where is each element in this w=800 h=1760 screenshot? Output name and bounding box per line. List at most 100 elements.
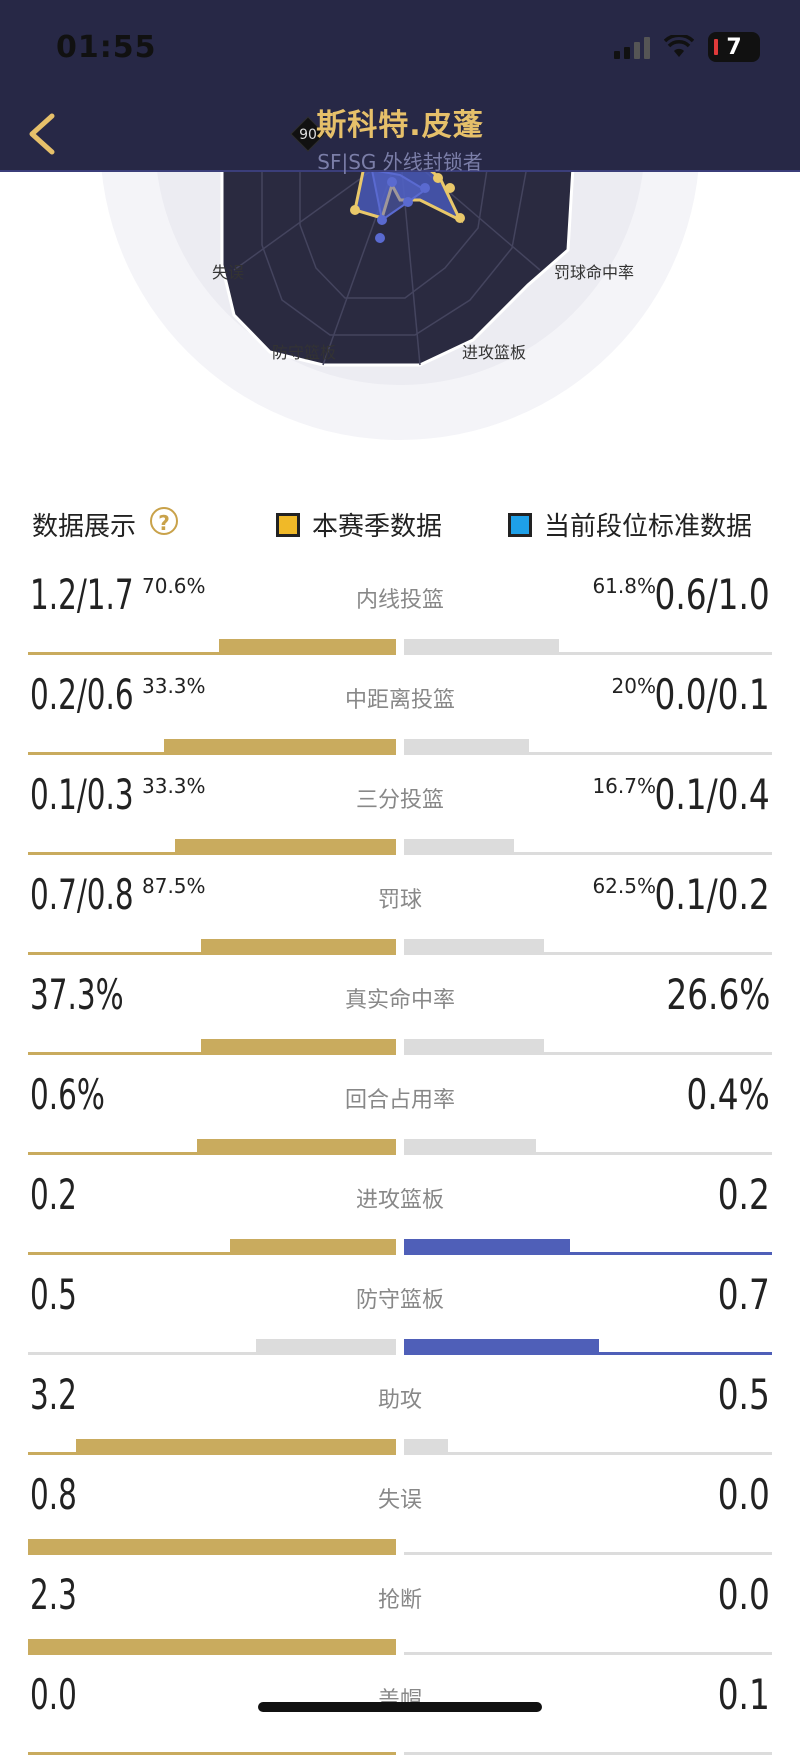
stat-season-pct: 33.3%	[142, 674, 206, 698]
standard-bar-track	[404, 1752, 772, 1755]
standard-bar-track	[404, 1452, 772, 1455]
stat-season-value: 2.3	[30, 1570, 77, 1619]
radar-polygon	[220, 150, 576, 367]
stat-row: 0.2 进攻篮板 0.2	[0, 1160, 800, 1260]
stat-row: 3.2 助攻 0.5	[0, 1360, 800, 1460]
stat-row: 0.2/0.6 33.3% 中距离投篮 20% 0.0/0.1	[0, 660, 800, 760]
stat-label: 真实命中率	[344, 988, 455, 1013]
stat-row: 0.6% 回合占用率 0.4%	[0, 1060, 800, 1160]
season-bar-fill	[201, 939, 396, 955]
season-bar-fill	[230, 1239, 396, 1255]
season-bar-fill	[197, 1139, 396, 1155]
standard-bar-track	[404, 952, 772, 955]
standard-bar-track	[404, 1152, 772, 1155]
season-bar-fill	[256, 1339, 396, 1355]
standard-bar-fill	[404, 1339, 599, 1355]
season-swatch	[276, 512, 300, 537]
season-bar-fill	[219, 639, 396, 655]
standard-bar-fill	[404, 1439, 448, 1455]
stat-standard-pct: 20%	[611, 674, 656, 698]
title-block: 斯科特.皮蓬 SF|SG 外线封锁者	[0, 100, 800, 175]
stat-label: 三分投篮	[355, 788, 444, 813]
stat-season-value: 1.2/1.7	[30, 570, 134, 619]
stat-standard-value: 0.2	[717, 1170, 770, 1219]
radar-label-def-reb: 防守篮板	[272, 343, 336, 362]
standard-bar-fill	[404, 939, 544, 955]
stat-season-value: 0.0	[30, 1670, 77, 1719]
season-bar-fill	[164, 739, 396, 755]
radar-series-standard	[370, 168, 427, 222]
stat-standard-value: 0.0	[717, 1470, 770, 1519]
standard-bar-fill	[404, 739, 529, 755]
stat-season-pct: 87.5%	[142, 874, 206, 898]
stat-label: 中距离投篮	[344, 688, 455, 713]
season-bar-fill	[201, 1039, 396, 1055]
stat-standard-value: 0.5	[717, 1370, 770, 1419]
status-time: 01:55	[56, 30, 157, 65]
season-bar-fill	[76, 1439, 396, 1455]
stat-standard-value: 0.1/0.4	[654, 770, 770, 819]
radar-points	[350, 173, 465, 243]
standard-bar-track	[404, 652, 772, 655]
standard-bar-track	[404, 1252, 772, 1255]
radar-chart: 失误 罚球命中率 防守篮板 进攻篮板	[0, 150, 800, 480]
stat-standard-value: 26.6%	[665, 970, 770, 1019]
standard-bar-fill	[404, 1039, 544, 1055]
stat-standard-value: 0.0	[717, 1570, 770, 1619]
stat-season-pct: 33.3%	[142, 774, 206, 798]
stat-season-pct: 70.6%	[142, 574, 206, 598]
legend-row: 数据展示 ? 本赛季数据 当前段位标准数据	[0, 506, 800, 546]
rating-badge: 90	[290, 116, 326, 152]
battery-icon: 7	[708, 32, 760, 62]
header-bar: 01:55 7 90 斯科特.皮蓬 SF|SG 外线封锁者	[0, 0, 800, 175]
wifi-icon	[664, 35, 694, 57]
standard-bar-fill	[404, 1239, 570, 1255]
stat-standard-pct: 61.8%	[592, 574, 656, 598]
season-bar-fill	[175, 839, 396, 855]
stat-label: 内线投篮	[355, 588, 444, 613]
back-button[interactable]	[22, 108, 62, 158]
standard-bar-track	[404, 1052, 772, 1055]
stat-row: 0.8 失误 0.0	[0, 1460, 800, 1560]
stat-label: 罚球	[377, 888, 422, 913]
chevron-left-icon	[29, 113, 55, 155]
status-icons: 7	[614, 32, 760, 62]
season-bar-track	[28, 1752, 396, 1755]
stat-label: 回合占用率	[344, 1088, 455, 1113]
season-bar-track	[28, 1352, 396, 1355]
legend-season: 本赛季数据	[276, 506, 442, 543]
standard-bar-fill	[404, 1139, 536, 1155]
stat-standard-value: 0.1	[717, 1670, 770, 1719]
help-icon[interactable]: ?	[150, 507, 178, 535]
data-display-title: 数据展示	[32, 512, 137, 542]
radar-svg: 失误 罚球命中率 防守篮板 进攻篮板	[100, 150, 700, 440]
stat-standard-value: 0.6/1.0	[654, 570, 770, 619]
stat-label: 助攻	[377, 1388, 422, 1413]
stat-row: 2.3 抢断 0.0	[0, 1560, 800, 1660]
standard-bar-track	[404, 752, 772, 755]
stat-season-value: 0.5	[30, 1270, 77, 1319]
radar-label-turnover: 失误	[212, 263, 244, 282]
stat-label: 防守篮板	[355, 1288, 444, 1313]
standard-swatch	[508, 512, 532, 537]
stat-season-value: 3.2	[30, 1370, 77, 1419]
stat-label: 失误	[377, 1488, 422, 1513]
stat-season-value: 0.8	[30, 1470, 77, 1519]
stat-season-value: 0.1/0.3	[30, 770, 134, 819]
stat-row: 0.1/0.3 33.3% 三分投篮 16.7% 0.1/0.4	[0, 760, 800, 860]
stat-row: 0.7/0.8 87.5% 罚球 62.5% 0.1/0.2	[0, 860, 800, 960]
stat-standard-value: 0.1/0.2	[654, 870, 770, 919]
season-bar-track	[28, 652, 396, 655]
season-bar-track	[28, 1252, 396, 1255]
stat-season-value: 0.6%	[30, 1070, 105, 1119]
stat-row: 0.5 防守篮板 0.7	[0, 1260, 800, 1360]
cellular-signal-icon	[614, 35, 650, 59]
radar-label-off-reb: 进攻篮板	[462, 343, 526, 362]
stat-season-value: 0.2	[30, 1170, 77, 1219]
legend-standard-label: 当前段位标准数据	[544, 512, 753, 542]
standard-bar-fill	[404, 839, 514, 855]
standard-bar-track	[404, 1652, 772, 1655]
stat-season-value: 0.2/0.6	[30, 670, 134, 719]
season-bar-fill	[28, 1539, 396, 1555]
rating-value: 90	[299, 127, 317, 143]
